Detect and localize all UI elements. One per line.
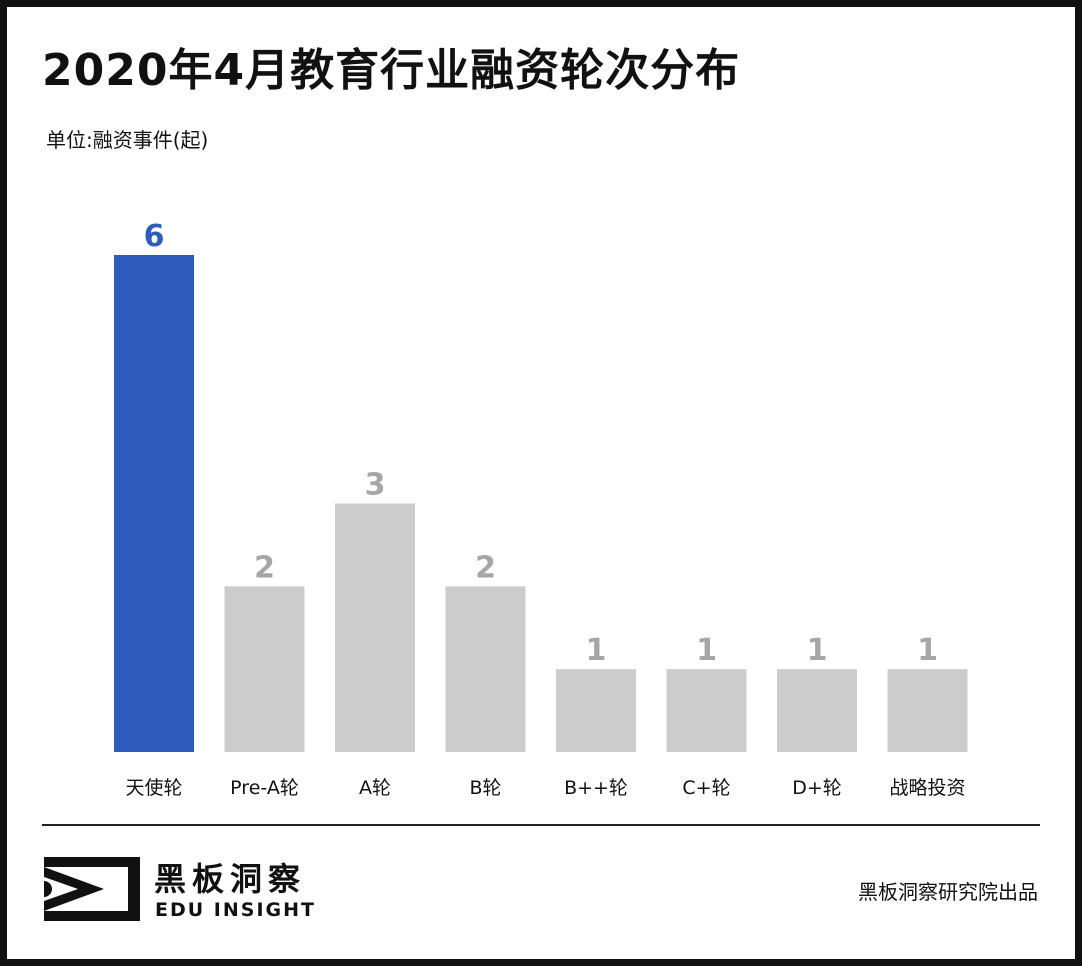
bar-chart: 6 天使轮 2 Pre-A轮 3 A轮 2 B轮 1 B++轮 1 C+轮 1 D+轮 1 战略投资 (114, 219, 968, 799)
data-label-2: 2 (254, 550, 275, 585)
bar-3 (335, 503, 415, 752)
data-label-3: 3 (365, 468, 386, 503)
bar-6 (666, 669, 747, 752)
bar-5 (556, 669, 636, 752)
category-label-2: Pre-A轮 (230, 777, 299, 799)
data-label-8: 1 (917, 633, 938, 668)
category-label-1: 天使轮 (125, 777, 182, 799)
data-label-4: 2 (475, 550, 496, 585)
logo-text-cn: 黑板洞察 (154, 860, 307, 898)
footer-divider (42, 824, 1040, 826)
eye-icon (44, 857, 140, 921)
bar-4 (445, 586, 526, 752)
data-label-6: 1 (696, 633, 717, 668)
bar-8 (887, 669, 968, 752)
category-label-5: B++轮 (564, 777, 628, 799)
category-label-4: B轮 (469, 777, 501, 799)
bar-1 (114, 255, 194, 752)
bar-2 (224, 586, 305, 752)
logo-text-en: EDU INSIGHT (155, 899, 316, 921)
unit-label: 单位:融资事件(起) (46, 128, 209, 152)
source-credit: 黑板洞察研究院出品 (858, 880, 1038, 904)
chart-title: 2020年4月教育行业融资轮次分布 (42, 45, 741, 96)
bar-7 (777, 669, 857, 752)
data-label-7: 1 (807, 633, 828, 668)
category-label-3: A轮 (359, 777, 391, 799)
data-label-5: 1 (586, 633, 607, 668)
category-label-7: D+轮 (792, 777, 842, 799)
data-label-1: 6 (144, 219, 165, 254)
category-label-6: C+轮 (682, 777, 730, 799)
category-label-8: 战略投资 (889, 777, 965, 799)
